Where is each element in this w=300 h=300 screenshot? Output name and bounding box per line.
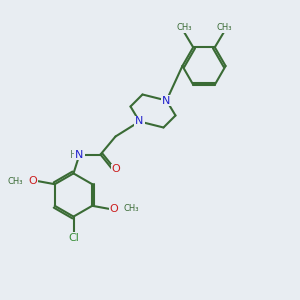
Text: CH₃: CH₃ [176, 23, 192, 32]
Text: O: O [110, 204, 118, 214]
Text: CH₃: CH₃ [124, 204, 139, 213]
Text: O: O [112, 164, 121, 175]
Text: O: O [29, 176, 38, 186]
Text: N: N [75, 149, 84, 160]
Text: Cl: Cl [68, 232, 79, 243]
Text: CH₃: CH₃ [8, 177, 23, 186]
Text: N: N [162, 95, 171, 106]
Text: CH₃: CH₃ [216, 23, 232, 32]
Text: N: N [135, 116, 144, 127]
Text: H: H [70, 149, 78, 160]
